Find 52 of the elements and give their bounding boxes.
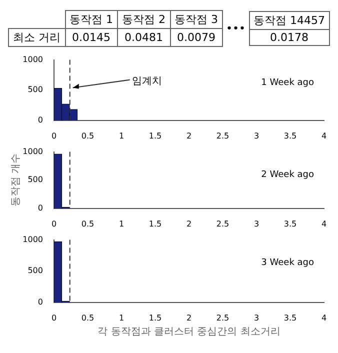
x-tick-label: 3 bbox=[254, 131, 260, 140]
annotation: 3 Week ago bbox=[261, 258, 314, 268]
x-tick-label: 3 bbox=[254, 219, 260, 228]
y-tick-label: 1000 bbox=[22, 54, 43, 64]
category-label: 동작점 14457 bbox=[249, 11, 330, 29]
x-tick-label: 0 bbox=[51, 313, 57, 322]
y-axis-title: 동작점 개수 bbox=[10, 154, 22, 207]
data-label: 0.0145 bbox=[65, 28, 118, 46]
annotation: 1 Week ago bbox=[261, 78, 314, 88]
y-tick-label: 500 bbox=[28, 266, 43, 276]
y-tick-label: 0 bbox=[38, 115, 43, 124]
data-label: 0.0481 bbox=[118, 28, 170, 46]
x-tick-label: 1 bbox=[118, 313, 124, 322]
x-tick-label: 1 bbox=[118, 131, 124, 140]
x-tick-label: 4 bbox=[321, 313, 327, 322]
x-tick-label: 1.5 bbox=[148, 219, 162, 228]
annotation: 2 Week ago bbox=[261, 170, 314, 180]
x-tick-label: 2.5 bbox=[216, 131, 230, 140]
x-tick-label: 2.5 bbox=[216, 313, 230, 322]
y-tick-label: 0 bbox=[38, 297, 43, 306]
x-tick-label: 3.5 bbox=[284, 131, 297, 140]
text: 최소 거리 bbox=[8, 28, 65, 46]
x-tick-label: 0.5 bbox=[81, 219, 94, 228]
x-tick-label: 2 bbox=[186, 313, 192, 322]
y-tick-label: 0 bbox=[38, 203, 43, 212]
x-axis-title: 각 동작점과 클러스터 중심간의 최소거리 bbox=[98, 326, 280, 338]
x-tick-label: 2.5 bbox=[216, 219, 230, 228]
x-tick-label: 0.5 bbox=[81, 313, 94, 322]
x-tick-label: 2 bbox=[186, 131, 192, 140]
x-tick-label: 0 bbox=[51, 131, 57, 140]
x-tick-label: 1 bbox=[118, 219, 124, 228]
x-tick-label: 3 bbox=[254, 313, 260, 322]
x-tick-label: 1.5 bbox=[148, 313, 162, 322]
category-label: 동작점 1 bbox=[65, 10, 118, 28]
ref-line-label: 임계치 bbox=[132, 76, 162, 87]
x-tick-label: 1.5 bbox=[148, 131, 162, 140]
y-tick-label: 500 bbox=[28, 85, 43, 94]
x-tick-label: 0 bbox=[51, 219, 57, 228]
data-label: 0.0079 bbox=[170, 28, 222, 46]
x-tick-label: 0.5 bbox=[81, 131, 94, 140]
category-label: 동작점 2 bbox=[118, 10, 170, 28]
category-label: 동작점 3 bbox=[170, 10, 222, 28]
y-tick-label: 500 bbox=[28, 175, 43, 184]
x-tick-label: 4 bbox=[321, 219, 327, 228]
y-tick-label: 1000 bbox=[22, 234, 43, 244]
text: ••• bbox=[226, 22, 246, 34]
x-tick-label: 2 bbox=[186, 219, 192, 228]
data-label: 0.0178 bbox=[249, 29, 330, 45]
x-tick-label: 3.5 bbox=[284, 219, 297, 228]
x-tick-label: 4 bbox=[321, 131, 327, 140]
y-tick-label: 1000 bbox=[22, 146, 43, 156]
x-tick-label: 3.5 bbox=[284, 313, 297, 322]
